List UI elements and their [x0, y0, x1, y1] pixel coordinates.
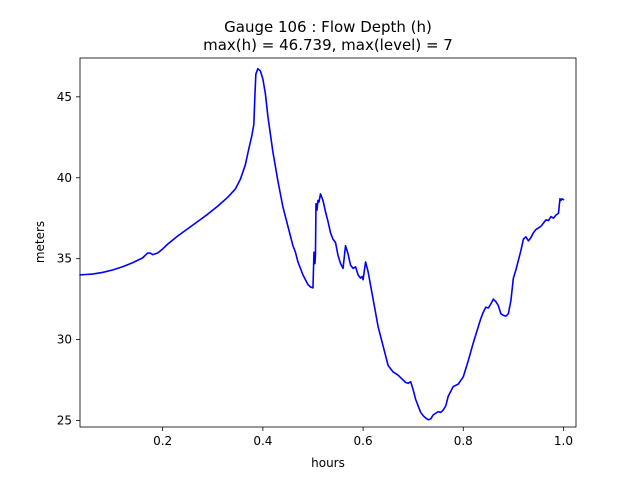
y-tick-label: 35: [57, 252, 72, 266]
x-tick-label: 0.4: [253, 434, 272, 448]
y-tick-label: 25: [57, 414, 72, 428]
series-line: [79, 67, 565, 421]
x-tick-label: 0.8: [454, 434, 473, 448]
y-tick-label: 40: [57, 171, 72, 185]
x-tick-label: 0.6: [354, 434, 373, 448]
x-tick-label: 0.2: [153, 434, 172, 448]
y-tick-label: 30: [57, 333, 72, 347]
y-axis-label: meters: [33, 221, 47, 263]
x-tick-label: 1.0: [554, 434, 573, 448]
x-axis-label: hours: [311, 456, 345, 470]
y-tick-label: 45: [57, 90, 72, 104]
plot-frame: [79, 57, 577, 428]
plot-area: [79, 67, 565, 421]
chart-title-line2: max(h) = 46.739, max(level) = 7: [203, 36, 453, 54]
y-axis: 25 30 35 40 45: [57, 90, 80, 428]
x-axis: 0.2 0.4 0.6 0.8 1.0: [153, 427, 573, 448]
chart-title-line1: Gauge 106 : Flow Depth (h): [224, 18, 432, 36]
